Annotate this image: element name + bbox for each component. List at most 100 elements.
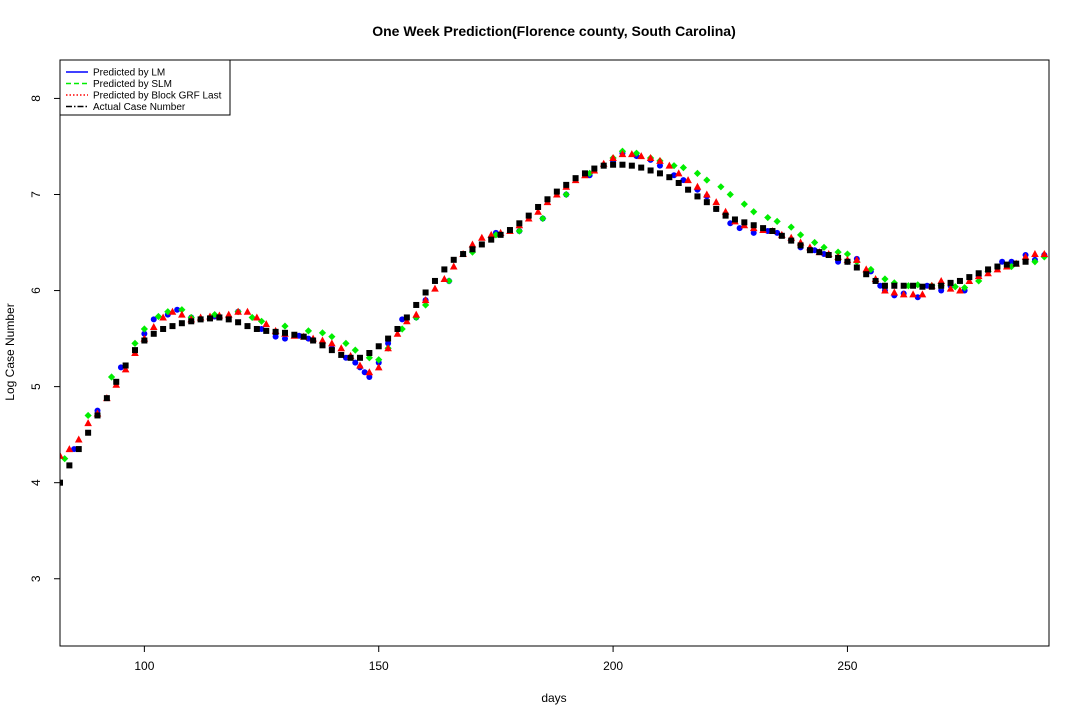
point-predicted-by-block-grf-last [684,176,692,184]
point-predicted-by-block-grf-last [431,284,439,292]
point-predicted-by-slm [375,356,383,364]
point-predicted-by-lm [938,287,945,294]
point-actual-case-number [713,205,720,212]
point-actual-case-number [394,325,401,332]
y-tick-label: 8 [29,95,43,102]
point-actual-case-number [197,316,204,323]
point-predicted-by-block-grf-last [946,284,955,292]
point-predicted-by-slm [131,339,139,347]
point-predicted-by-slm [107,373,116,381]
point-predicted-by-slm [178,306,186,314]
point-predicted-by-slm [84,411,92,420]
point-predicted-by-slm [154,312,163,321]
point-predicted-by-lm [352,359,359,366]
point-actual-case-number [769,227,776,234]
point-predicted-by-block-grf-last [984,269,992,277]
point-actual-case-number [666,174,673,181]
legend-label-predicted-by-block-grf-last: Predicted by Block GRF Last [93,91,222,102]
point-actual-case-number [825,252,832,259]
point-actual-case-number [750,222,757,229]
point-predicted-by-block-grf-last [60,451,64,459]
point-predicted-by-slm [773,217,781,225]
point-actual-case-number [403,314,410,321]
point-predicted-by-lm [258,325,265,332]
point-actual-case-number [553,188,560,195]
point-predicted-by-slm [693,169,702,177]
x-axis: 100 150 200 250 [134,646,858,673]
point-predicted-by-slm [328,333,336,341]
x-tick-label: 250 [837,659,857,673]
point-predicted-by-lm [71,446,78,453]
point-predicted-by-lm [774,229,781,236]
point-actual-case-number [956,277,963,284]
point-predicted-by-slm [975,277,983,285]
point-predicted-by-block-grf-last [337,344,346,352]
point-actual-case-number [94,412,101,419]
point-actual-case-number [422,289,429,296]
point-predicted-by-slm [726,190,734,199]
point-predicted-by-block-grf-last [374,363,383,371]
point-predicted-by-block-grf-last [403,317,411,325]
point-actual-case-number [638,164,645,171]
point-predicted-by-block-grf-last [693,182,702,190]
point-predicted-by-slm [140,325,148,333]
point-actual-case-number [910,282,917,289]
point-actual-case-number [806,247,813,254]
point-actual-case-number [516,220,523,227]
y-tick-label: 3 [29,575,43,582]
point-predicted-by-lm [811,247,818,254]
series-actual-case-number [60,161,1029,486]
point-actual-case-number [385,335,392,342]
point-predicted-by-lm [281,335,288,342]
point-predicted-by-lm [821,251,828,258]
point-actual-case-number [366,350,373,356]
point-predicted-by-slm [787,223,795,231]
point-predicted-by-lm [342,354,349,361]
point-predicted-by-lm [385,340,392,347]
plot-frame [59,59,1050,647]
point-actual-case-number [703,199,710,206]
point-actual-case-number [572,175,579,182]
legend-label-predicted-by-slm: Predicted by SLM [93,79,172,90]
point-predicted-by-slm [211,310,219,319]
point-predicted-by-block-grf-last [149,323,158,331]
point-predicted-by-slm [1031,258,1039,266]
point-actual-case-number [525,212,532,219]
point-predicted-by-lm [680,177,687,184]
x-tick-label: 150 [369,659,389,673]
plot-area [60,147,1049,486]
point-predicted-by-slm [257,317,266,325]
point-predicted-by-block-grf-last [712,198,721,206]
point-predicted-by-block-grf-last [862,265,870,273]
point-actual-case-number [225,316,232,323]
point-actual-case-number [975,270,982,277]
point-predicted-by-slm [820,243,828,251]
point-actual-case-number [872,277,879,284]
point-predicted-by-lm [272,333,279,340]
point-predicted-by-slm [351,346,359,354]
point-predicted-by-block-grf-last [853,255,861,263]
point-predicted-by-slm [164,308,172,316]
point-predicted-by-lm [877,282,884,289]
point-predicted-by-lm [671,172,678,179]
point-actual-case-number [141,337,148,344]
point-actual-case-number [675,179,682,186]
point-predicted-by-block-grf-last [449,262,458,270]
point-actual-case-number [85,429,92,436]
point-predicted-by-block-grf-last [318,336,327,344]
point-predicted-by-slm [811,238,819,247]
point-actual-case-number [881,282,888,289]
point-predicted-by-block-grf-last [65,445,74,453]
point-actual-case-number [947,279,954,286]
point-actual-case-number [1013,260,1020,267]
point-predicted-by-slm [539,214,547,223]
point-predicted-by-slm [717,183,725,191]
point-predicted-by-block-grf-last [665,161,674,169]
point-predicted-by-block-grf-last [262,320,271,328]
point-actual-case-number [928,283,935,290]
point-actual-case-number [647,167,654,174]
point-predicted-by-block-grf-last [440,275,449,283]
point-predicted-by-slm [281,322,289,330]
